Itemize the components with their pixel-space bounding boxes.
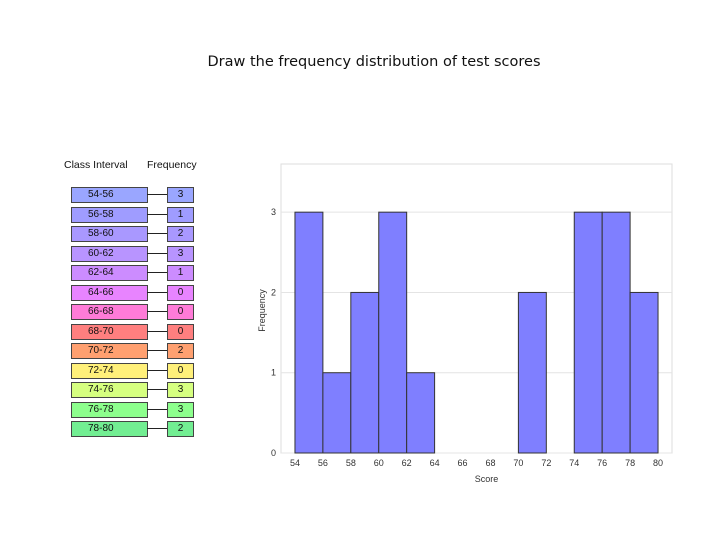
table-row: 64-66 0 — [0, 284, 260, 301]
interval-label: 54-56 — [88, 189, 114, 200]
x-tick-label: 54 — [290, 458, 300, 468]
connector-line — [147, 252, 167, 254]
interval-label: 62-64 — [88, 267, 114, 278]
frequency-cell: 3 — [167, 401, 194, 418]
interval-cell: 66-68 — [71, 304, 148, 320]
interval-label: 76-78 — [88, 403, 114, 415]
connector-line — [147, 428, 167, 429]
histogram-bar — [406, 372, 436, 454]
table-row: 62-64 1 — [0, 265, 260, 281]
histogram-bar — [629, 291, 659, 454]
slide-title: Draw the frequency distribution of test … — [207, 54, 541, 70]
y-tick-label: 3 — [271, 207, 276, 217]
table-row: 54-56 3 — [0, 187, 260, 203]
table-row: 72-74 0 — [0, 362, 260, 379]
table-row: 70-72 2 — [0, 343, 260, 359]
x-tick-label: 66 — [458, 458, 468, 468]
frequency-cell: 0 — [167, 284, 194, 301]
connector-line — [147, 389, 167, 390]
table-row: 56-58 1 — [0, 206, 260, 223]
connector-line — [147, 330, 167, 332]
frequency-cell: 0 — [167, 362, 194, 379]
interval-label: 56-58 — [88, 208, 114, 220]
interval-cell: 64-66 — [71, 284, 148, 301]
frequency-header: Frequency — [147, 159, 197, 171]
x-tick-label: 70 — [513, 458, 523, 468]
interval-label: 68-70 — [88, 325, 114, 337]
interval-label: 60-62 — [88, 247, 114, 259]
interval-cell: 70-72 — [71, 343, 148, 359]
frequency-cell: 0 — [167, 323, 194, 340]
y-tick-label: 1 — [271, 368, 276, 378]
table-row: 76-78 3 — [0, 401, 260, 418]
interval-label: 74-76 — [88, 384, 114, 395]
x-tick-label: 62 — [402, 458, 412, 468]
interval-label: 72-74 — [88, 364, 114, 376]
x-axis-label: Score — [475, 474, 499, 484]
class-interval-header: Class Interval — [64, 159, 128, 171]
histogram-bar — [378, 211, 408, 454]
x-tick-label: 74 — [569, 458, 579, 468]
table-row: 58-60 2 — [0, 226, 260, 242]
x-tick-label: 72 — [541, 458, 551, 468]
interval-cell: 60-62 — [71, 245, 148, 262]
x-tick-label: 64 — [430, 458, 440, 468]
histogram-bar — [517, 291, 547, 454]
connector-line — [147, 233, 167, 234]
frequency-cell: 3 — [167, 245, 194, 262]
x-tick-label: 58 — [346, 458, 356, 468]
frequency-cell: 1 — [167, 206, 194, 223]
connector-line — [147, 213, 167, 215]
x-tick-label: 68 — [485, 458, 495, 468]
y-tick-label: 0 — [271, 448, 276, 458]
interval-cell: 54-56 — [71, 187, 148, 203]
interval-cell: 72-74 — [71, 362, 148, 379]
interval-cell: 62-64 — [71, 265, 148, 281]
connector-line — [147, 194, 167, 195]
interval-cell: 58-60 — [71, 226, 148, 242]
frequency-cell: 2 — [167, 226, 194, 242]
histogram-bar — [322, 372, 352, 454]
interval-label: 64-66 — [88, 286, 114, 298]
frequency-cell: 2 — [167, 421, 194, 437]
histogram-bar — [601, 211, 631, 454]
x-tick-label: 60 — [374, 458, 384, 468]
connector-line — [147, 311, 167, 312]
interval-label: 78-80 — [88, 423, 114, 434]
connector-line — [147, 369, 167, 371]
x-tick-label: 56 — [318, 458, 328, 468]
frequency-cell: 1 — [167, 265, 194, 281]
table-row: 60-62 3 — [0, 245, 260, 262]
frequency-cell: 3 — [167, 382, 194, 398]
histogram-bar — [294, 211, 324, 454]
interval-cell: 78-80 — [71, 421, 148, 437]
x-tick-label: 76 — [597, 458, 607, 468]
table-row: 68-70 0 — [0, 323, 260, 340]
frequency-cell: 2 — [167, 343, 194, 359]
interval-label: 70-72 — [88, 345, 114, 356]
table-row: 66-68 0 — [0, 304, 260, 320]
x-tick-label: 78 — [625, 458, 635, 468]
frequency-table: 54-56 3 56-58 1 58-60 2 60-62 3 62-64 1 64-66 0 66-6… — [0, 0, 260, 540]
interval-cell: 74-76 — [71, 382, 148, 398]
interval-label: 58-60 — [88, 228, 114, 239]
table-row: 74-76 3 — [0, 382, 260, 398]
frequency-cell: 0 — [167, 304, 194, 320]
connector-line — [147, 291, 167, 293]
interval-label: 66-68 — [88, 306, 114, 317]
x-tick-label: 80 — [653, 458, 663, 468]
connector-line — [147, 272, 167, 273]
connector-line — [147, 408, 167, 410]
histogram-bar — [573, 211, 603, 454]
interval-cell: 76-78 — [71, 401, 148, 418]
connector-line — [147, 350, 167, 351]
y-tick-label: 2 — [271, 287, 276, 297]
table-row: 78-80 2 — [0, 421, 260, 437]
y-axis-label: Frequency — [257, 289, 267, 332]
interval-cell: 68-70 — [71, 323, 148, 340]
histogram-bar — [350, 291, 380, 454]
frequency-cell: 3 — [167, 187, 194, 203]
interval-cell: 56-58 — [71, 206, 148, 223]
